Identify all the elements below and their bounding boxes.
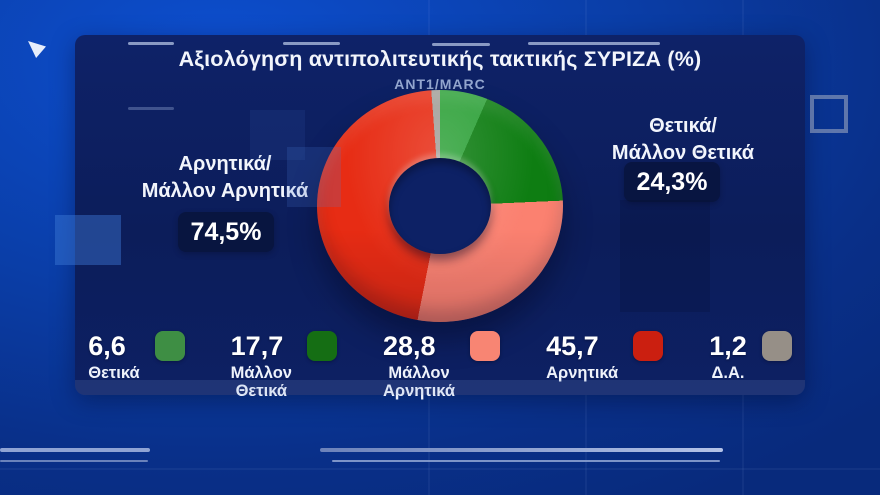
legend-label: Θετικά — [88, 364, 140, 382]
annotation-negative-value: 74,5% — [178, 212, 274, 252]
legend-value: 6,6 — [88, 331, 126, 361]
legend-entry-da: 1,2 Δ.Α. — [709, 331, 792, 382]
legend-swatch — [633, 331, 664, 361]
legend-entry-mallon-arnitika: 28,8 Μάλλον Αρνητικά — [382, 331, 501, 400]
donut-hole — [389, 158, 491, 254]
decor-line — [320, 448, 723, 452]
annotation-positive-label: Θετικά/ Μάλλον Θετικά — [611, 115, 755, 164]
decor-dash — [128, 42, 174, 45]
legend-entry-arnitika: 45,7 Αρνητικά — [546, 331, 664, 382]
decor-square — [620, 200, 710, 312]
legend-value: 1,2 — [709, 331, 747, 361]
hollow-square-icon — [810, 95, 848, 133]
legend-value: 45,7 — [546, 331, 599, 361]
decor-square — [55, 215, 121, 265]
legend-swatch — [761, 331, 792, 361]
chart-legend: 6,6 Θετικά 17,7 Μάλλον Θετικά 28,8 Μάλλο… — [75, 331, 805, 400]
decor-line — [0, 448, 150, 452]
decor-square — [250, 110, 305, 160]
legend-label: Μάλλον Θετικά — [230, 364, 292, 400]
legend-value: 17,7 — [230, 331, 284, 361]
background-gridline — [0, 468, 880, 470]
decor-dash — [128, 107, 174, 110]
decor-line — [0, 460, 148, 462]
chart-source: ANT1/MARC — [394, 76, 486, 92]
legend-entry-thetika: 6,6 Θετικά — [88, 331, 185, 382]
legend-label: Αρνητικά — [546, 364, 619, 382]
decor-dash — [432, 43, 490, 46]
donut-chart — [317, 90, 563, 322]
chart-panel: Αξιολόγηση αντιπολιτευτικής τακτικής ΣΥΡ… — [75, 35, 805, 400]
annotation-negative-label: Αρνητικά/ Μάλλον Αρνητικά — [141, 153, 309, 202]
legend-value: 28,8 — [382, 331, 436, 361]
annotation-positive-value: 24,3% — [624, 162, 720, 202]
decor-dash — [283, 42, 340, 45]
legend-label: Μάλλον Αρνητικά — [382, 364, 456, 400]
decor-dash — [528, 42, 660, 45]
legend-swatch — [154, 331, 185, 361]
legend-swatch — [470, 331, 501, 361]
chart-title: Αξιολόγηση αντιπολιτευτικής τακτικής ΣΥΡ… — [178, 47, 702, 71]
corner-triangle-icon — [28, 41, 46, 58]
legend-swatch — [306, 331, 337, 361]
legend-entry-mallon-thetika: 17,7 Μάλλον Θετικά — [231, 331, 337, 400]
decor-line — [332, 460, 720, 462]
decor-square — [287, 147, 341, 207]
legend-label: Δ.Α. — [711, 364, 745, 382]
